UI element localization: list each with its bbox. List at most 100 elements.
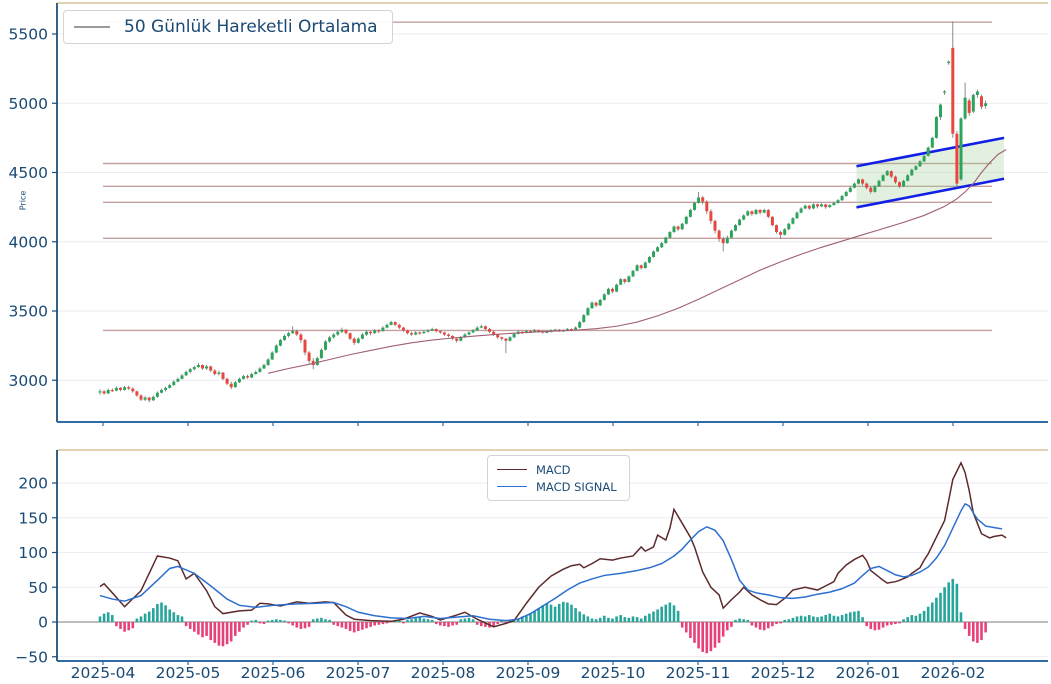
macd-histogram-bar (533, 610, 536, 622)
candle-body (381, 327, 385, 332)
macd-histogram-bar (225, 622, 229, 645)
candle-body (102, 391, 106, 394)
macd-histogram-bar (496, 622, 499, 625)
macd-histogram-bar (812, 616, 815, 622)
candle-body (910, 169, 914, 176)
trend-channel (856, 136, 1005, 209)
candle-body (766, 209, 770, 217)
macd-histogram-bar (172, 612, 176, 622)
candle-body (529, 331, 532, 333)
macd-histogram-bar (623, 617, 627, 622)
macd-histogram-bar (709, 622, 713, 652)
candle-body (360, 334, 364, 339)
candle-body (709, 211, 713, 221)
macd-histogram-bar (816, 617, 819, 622)
candle-body (701, 197, 705, 202)
candle-body (750, 211, 754, 215)
axis-ticks-and-labels: 5500 5000 4500 4000 3500 3000 200 150 100 50 0 −50 2… (9, 26, 986, 683)
macd-histogram-bar (463, 618, 467, 622)
y-tick-label: 200 (18, 475, 48, 493)
macd-histogram-bar (381, 622, 385, 625)
macd-histogram-bar (787, 619, 791, 622)
macd-histogram-bar (537, 608, 540, 622)
candle-body (857, 179, 860, 184)
candle-body (754, 209, 758, 215)
macd-histogram-bar (951, 578, 955, 622)
macd-histogram-bar (135, 618, 139, 622)
macd-histogram-bar (340, 622, 344, 628)
macd-histogram-bar (967, 622, 971, 636)
macd-histogram-bar (443, 622, 446, 627)
candle-body (594, 302, 598, 306)
candle-body (475, 327, 479, 331)
macd-histogram-bar (529, 612, 532, 622)
macd-histogram-bar (594, 619, 598, 622)
macd-histogram-bar (430, 619, 434, 622)
candle-body (406, 330, 409, 334)
macd-histogram-bar (701, 622, 704, 652)
candle-body (418, 332, 422, 334)
candle-body (820, 204, 824, 207)
candle-body (512, 333, 516, 338)
macd-histogram-bar (869, 622, 873, 629)
candle-body (373, 330, 377, 334)
macd-histogram-bar (963, 622, 967, 629)
macd-histogram-bar (147, 611, 151, 622)
macd-histogram-bar (328, 619, 331, 622)
macd-histogram-bar (414, 617, 417, 622)
macd-histogram-bar (639, 618, 643, 622)
macd-histogram-bar (615, 616, 618, 622)
macd-histogram-bar (238, 622, 241, 632)
candle-body (836, 200, 840, 203)
macd-histogram-bar (726, 622, 729, 631)
candle-body (582, 315, 586, 323)
candle-body (483, 326, 487, 330)
candle-body (705, 201, 709, 212)
candle-body (426, 330, 430, 332)
macd-histogram-bar (549, 604, 553, 622)
macd-histogram-bar (849, 612, 852, 622)
candle-body (537, 330, 541, 332)
macd-histogram-bar (824, 615, 827, 622)
candle-body (467, 332, 471, 335)
y-tick-label: 3000 (9, 372, 48, 390)
candle-body (192, 367, 196, 370)
x-tick-label: 2025-09 (496, 664, 561, 682)
candle-body (508, 337, 512, 341)
macd-histogram-bar (685, 622, 688, 633)
candle-body (266, 359, 270, 366)
macd-histogram-bar (398, 620, 401, 622)
candle-body (906, 175, 910, 181)
macd-line-sample-icon (497, 469, 527, 470)
candle-body (799, 208, 803, 213)
macd-histogram-bar (914, 615, 918, 622)
candle-body (984, 103, 988, 107)
macd-histogram-bar (357, 622, 360, 632)
candle-body (656, 247, 660, 252)
macd-histogram-bar (102, 613, 106, 622)
candle-body (451, 335, 455, 339)
candle-body (258, 368, 262, 372)
candle-body (647, 256, 651, 263)
candle-body (287, 333, 291, 336)
y-tick-label: 4000 (9, 233, 48, 251)
legend-row-macd: MACD (497, 463, 617, 477)
macd-histogram-bar (418, 617, 422, 622)
candle-body (939, 104, 942, 118)
macd-histogram-bar (648, 613, 651, 622)
candle-body (217, 372, 221, 375)
candle-body (496, 334, 500, 338)
candle-body (844, 191, 848, 197)
macd-histogram-bar (217, 622, 221, 646)
candle-body (303, 340, 307, 353)
macd-histogram-bar (840, 615, 844, 622)
candle-body (352, 338, 356, 343)
candle-body (114, 387, 118, 391)
x-tick-label: 2025-12 (751, 664, 816, 682)
macd-histogram-bar (197, 622, 200, 635)
y-tick-label: 4500 (9, 164, 48, 182)
macd-histogram-bar (611, 618, 614, 622)
candle-body (131, 388, 135, 392)
y-tick-label: 150 (18, 509, 48, 527)
candle-body (697, 197, 701, 203)
